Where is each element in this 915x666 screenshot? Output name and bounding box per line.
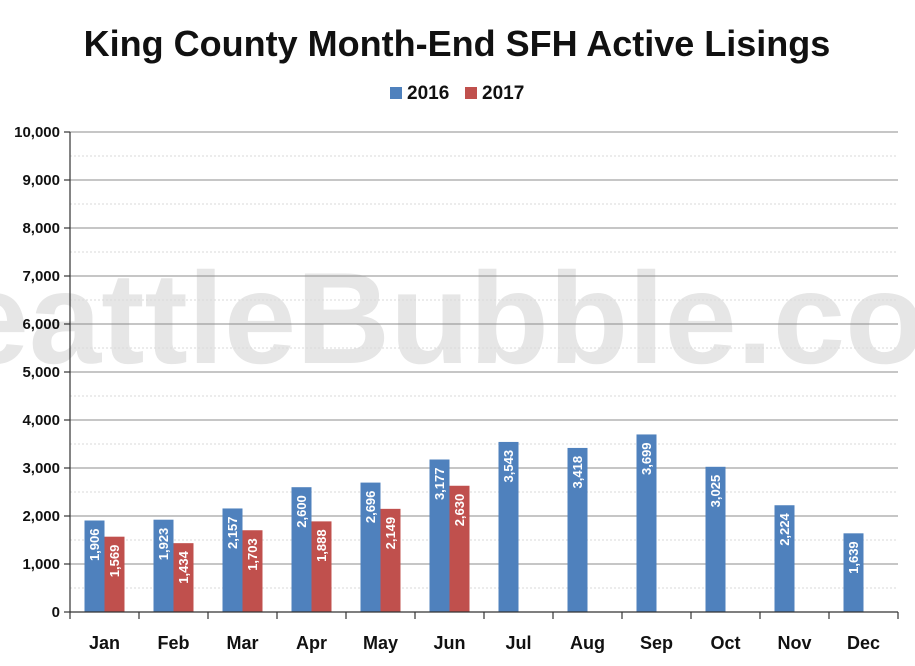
y-axis: 0 1,000 2,000 3,000 4,000 5,000 6,000 7,000 8,00…	[14, 124, 71, 621]
bar-2016-may	[360, 482, 381, 612]
data-label: 2,224	[777, 512, 792, 545]
data-label: 2,149	[383, 517, 398, 550]
legend-label-2017: 2017	[482, 83, 524, 104]
x-tick-label: Aug	[570, 633, 605, 653]
x-tick-label: Oct	[710, 633, 740, 653]
bar-2016-dec	[843, 533, 864, 612]
x-tick-label: Jun	[433, 633, 465, 653]
y-tick-label: 1,000	[22, 556, 60, 573]
data-label: 1,434	[176, 550, 191, 583]
bar-2017-feb	[173, 543, 194, 612]
chart-title: King County Month-End SFH Active Lisings	[84, 23, 831, 64]
bar-2016-jul	[498, 441, 519, 612]
y-tick-label: 6,000	[22, 316, 60, 333]
x-axis: Jan Feb Mar Apr May Jun Jul Aug Sep Oct Nov Dec	[69, 611, 899, 653]
y-tick-label: 0	[52, 604, 60, 621]
y-tick-label: 2,000	[22, 508, 60, 525]
y-tick-label: 7,000	[22, 268, 60, 285]
y-tick-label: 8,000	[22, 220, 60, 237]
bar-2016-aug	[567, 447, 588, 612]
data-label: 1,906	[87, 529, 102, 562]
x-tick-label: Nov	[777, 633, 811, 653]
x-tick-label: Dec	[847, 633, 880, 653]
bar-2016-oct	[705, 466, 726, 612]
x-tick-label: May	[363, 633, 398, 653]
data-label: 3,025	[708, 475, 723, 508]
y-tick-label: 3,000	[22, 460, 60, 477]
y-tick-label: 10,000	[14, 124, 60, 141]
bars: 1,906 1,923 2,157 2,600 2,696 3,177 3,543 3,418…	[84, 434, 864, 612]
x-tick-label: Feb	[157, 633, 189, 653]
x-tick-label: Mar	[226, 633, 258, 653]
data-label: 3,418	[570, 456, 585, 489]
data-label: 1,639	[846, 541, 861, 574]
bar-2017-jun	[449, 485, 470, 612]
legend: 2016 2017	[390, 83, 524, 104]
bar-2017-mar	[242, 530, 263, 612]
data-label: 3,543	[501, 450, 516, 483]
y-tick-label: 5,000	[22, 364, 60, 381]
bar-2017-apr	[311, 521, 332, 612]
bar-2016-jan	[84, 520, 105, 612]
watermark: SeattleBubble.com	[0, 245, 915, 391]
data-label: 1,703	[245, 538, 260, 571]
legend-swatch-2017	[465, 87, 477, 99]
legend-swatch-2016	[390, 87, 402, 99]
y-tick-label: 9,000	[22, 172, 60, 189]
bar-2016-sep	[636, 434, 657, 612]
data-label: 2,600	[294, 495, 309, 528]
data-label: 1,923	[156, 528, 171, 561]
data-label: 2,630	[452, 494, 467, 527]
data-label: 3,699	[639, 442, 654, 475]
data-label: 2,157	[225, 516, 240, 549]
bar-2016-nov	[774, 505, 795, 612]
data-label: 1,888	[314, 529, 329, 562]
bar-2016-jun	[429, 459, 450, 612]
x-tick-label: Jan	[89, 633, 120, 653]
data-label: 1,569	[107, 545, 122, 578]
data-label: 3,177	[432, 468, 447, 501]
bar-2017-may	[380, 508, 401, 612]
bar-2016-mar	[222, 508, 243, 612]
data-label: 2,696	[363, 491, 378, 524]
x-tick-label: Apr	[296, 633, 327, 653]
bar-2016-feb	[153, 519, 174, 612]
legend-label-2016: 2016	[407, 83, 449, 104]
y-tick-label: 4,000	[22, 412, 60, 429]
x-tick-label: Sep	[640, 633, 673, 653]
bar-2016-apr	[291, 487, 312, 612]
gridlines	[70, 131, 898, 589]
x-tick-label: Jul	[505, 633, 531, 653]
bar-2017-jan	[104, 536, 125, 612]
